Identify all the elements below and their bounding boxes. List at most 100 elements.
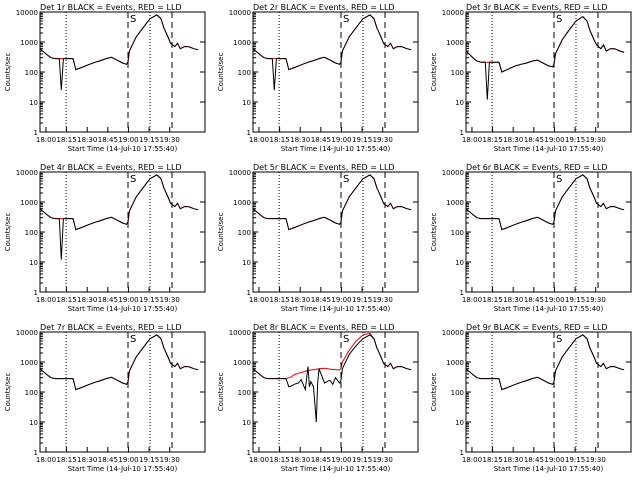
start-marker-label: S — [556, 334, 562, 345]
x-tick-label: 19:30 — [586, 296, 606, 304]
x-tick-label: 18:30 — [77, 456, 97, 464]
x-tick-label: 19:00 — [331, 456, 351, 464]
x-tick-label: 18:00 — [36, 296, 56, 304]
x-axis-label: Start Time (14-Jul-10 17:55:40) — [68, 465, 178, 473]
x-tick-label: 18:15 — [269, 136, 289, 144]
x-axis-label: Start Time (14-Jul-10 17:55:40) — [281, 305, 391, 313]
y-tick-label: 10000 — [229, 169, 251, 177]
x-tick-label: 18:45 — [311, 296, 331, 304]
y-tick-label: 10 — [29, 259, 38, 267]
y-tick-label: 1000 — [446, 359, 464, 367]
y-axis-label: Counts/sec — [217, 213, 225, 252]
panel-title: Det 7r BLACK = Events, RED = LLD — [40, 323, 182, 332]
x-tick-label: 18:30 — [503, 456, 523, 464]
x-axis-label: Start Time (14-Jul-10 17:55:40) — [68, 305, 178, 313]
detector-panel: Det 8r BLACK = Events, RED = LLD Counts/s… — [217, 323, 419, 473]
plot-frame — [252, 11, 419, 133]
y-tick-label: 10000 — [16, 9, 38, 17]
x-tick-label: 18:45 — [311, 456, 331, 464]
y-axis-label: Counts/sec — [4, 53, 12, 92]
x-tick-label: 18:00 — [462, 136, 482, 144]
x-tick-label: 19:15 — [565, 136, 585, 144]
detector-panel: Det 7r BLACK = Events, RED = LLD Counts/s… — [4, 323, 206, 473]
x-tick-label: 18:45 — [524, 456, 544, 464]
y-tick-label: 10000 — [442, 329, 464, 337]
x-tick-label: 18:00 — [462, 296, 482, 304]
y-axis-label: Counts/sec — [217, 373, 225, 412]
x-tick-label: 19:00 — [118, 136, 138, 144]
x-tick-label: 18:30 — [503, 136, 523, 144]
y-tick-label: 100 — [451, 69, 464, 77]
y-tick-label: 10 — [242, 419, 251, 427]
y-axis-label: Counts/sec — [4, 213, 12, 252]
y-tick-label: 1000 — [20, 199, 38, 207]
x-tick-label: 18:00 — [36, 136, 56, 144]
start-marker-label: S — [130, 174, 136, 185]
x-axis-label: Start Time (14-Jul-10 17:55:40) — [281, 465, 391, 473]
x-tick-label: 19:30 — [373, 456, 393, 464]
events-line — [39, 174, 199, 260]
y-tick-label: 100 — [25, 229, 38, 237]
x-tick-label: 19:15 — [352, 136, 372, 144]
plot-frame — [465, 11, 632, 133]
y-tick-label: 1 — [34, 289, 38, 297]
panel-title: Det 9r BLACK = Events, RED = LLD — [466, 323, 608, 332]
x-tick-label: 18:15 — [269, 296, 289, 304]
plot-frame — [465, 331, 632, 453]
x-tick-label: 19:30 — [160, 296, 180, 304]
y-tick-label: 1 — [34, 449, 38, 457]
x-tick-label: 18:45 — [524, 296, 544, 304]
y-tick-label: 10000 — [16, 169, 38, 177]
y-tick-label: 1000 — [20, 359, 38, 367]
x-tick-label: 19:00 — [118, 296, 138, 304]
y-axis-label: Counts/sec — [430, 373, 438, 412]
panel-title: Det 6r BLACK = Events, RED = LLD — [466, 163, 608, 172]
y-tick-label: 10 — [242, 259, 251, 267]
x-tick-label: 18:45 — [311, 136, 331, 144]
panel-title: Det 1r BLACK = Events, RED = LLD — [40, 3, 182, 12]
y-tick-label: 1000 — [233, 39, 251, 47]
x-tick-label: 18:30 — [290, 136, 310, 144]
y-tick-label: 10000 — [229, 329, 251, 337]
x-tick-label: 18:30 — [77, 136, 97, 144]
x-tick-label: 19:00 — [544, 456, 564, 464]
y-tick-label: 10000 — [229, 9, 251, 17]
x-axis-label: Start Time (14-Jul-10 17:55:40) — [494, 305, 604, 313]
x-tick-label: 18:15 — [482, 456, 502, 464]
x-tick-label: 18:30 — [290, 456, 310, 464]
start-marker-label: S — [343, 14, 349, 25]
detector-panel: Det 1r BLACK = Events, RED = LLD Counts/s… — [4, 3, 206, 153]
events-line — [39, 334, 199, 391]
start-marker-label: S — [130, 334, 136, 345]
plot-frame — [465, 171, 632, 293]
x-tick-label: 18:30 — [77, 296, 97, 304]
y-tick-label: 10 — [455, 259, 464, 267]
y-tick-label: 100 — [238, 69, 251, 77]
x-tick-label: 19:00 — [331, 136, 351, 144]
start-marker-label: S — [556, 14, 562, 25]
y-tick-label: 1 — [460, 289, 464, 297]
y-tick-label: 100 — [25, 69, 38, 77]
plot-frame — [39, 171, 206, 293]
y-axis-label: Counts/sec — [430, 213, 438, 252]
x-tick-label: 19:30 — [373, 136, 393, 144]
x-tick-label: 19:30 — [160, 136, 180, 144]
y-axis-label: Counts/sec — [430, 53, 438, 92]
events-line — [252, 334, 412, 423]
x-tick-label: 18:00 — [249, 456, 269, 464]
y-tick-label: 1 — [34, 129, 38, 137]
x-tick-label: 18:45 — [98, 296, 118, 304]
x-tick-label: 19:30 — [586, 136, 606, 144]
lld-line — [252, 332, 412, 380]
y-tick-label: 1 — [460, 129, 464, 137]
x-tick-label: 19:15 — [139, 296, 159, 304]
y-tick-label: 1000 — [20, 39, 38, 47]
x-tick-label: 19:15 — [139, 456, 159, 464]
x-tick-label: 18:15 — [56, 136, 76, 144]
x-tick-label: 19:15 — [352, 296, 372, 304]
start-marker-label: S — [343, 334, 349, 345]
x-axis-label: Start Time (14-Jul-10 17:55:40) — [281, 145, 391, 153]
x-tick-label: 19:30 — [373, 296, 393, 304]
x-tick-label: 18:00 — [462, 456, 482, 464]
